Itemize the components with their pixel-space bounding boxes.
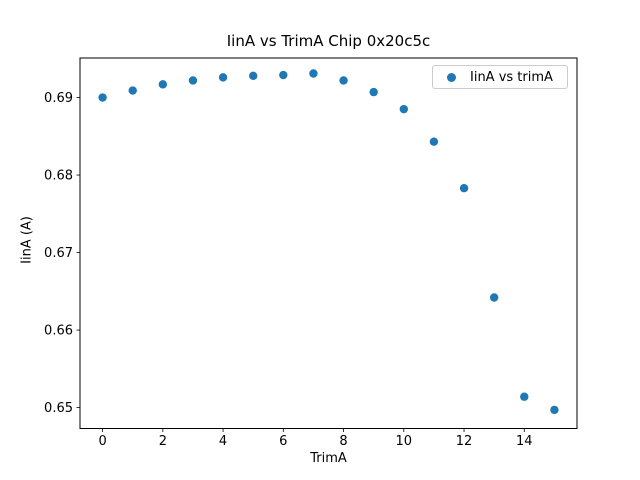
x-tick-label: 4 bbox=[219, 434, 227, 449]
y-axis-label: IinA (A) bbox=[19, 216, 35, 264]
legend-marker-icon bbox=[447, 72, 456, 82]
data-point bbox=[218, 73, 228, 82]
data-point bbox=[429, 137, 439, 146]
data-point bbox=[98, 93, 107, 102]
legend: IinA vs trimA bbox=[432, 65, 568, 89]
data-point bbox=[248, 71, 258, 81]
data-point bbox=[158, 80, 168, 89]
data-point bbox=[188, 76, 198, 85]
data-point bbox=[309, 69, 318, 78]
y-tick-label: 0.65 bbox=[44, 401, 73, 416]
axes-spines bbox=[79, 57, 578, 429]
y-tick-label: 0.66 bbox=[44, 324, 73, 339]
x-tick-label: 14 bbox=[516, 434, 533, 449]
x-tick-label: 12 bbox=[456, 434, 473, 449]
data-point bbox=[550, 405, 559, 415]
data-point bbox=[369, 87, 378, 97]
x-tick-label: 8 bbox=[339, 434, 347, 449]
x-axis-label: TrimA bbox=[310, 451, 347, 466]
data-point bbox=[339, 76, 348, 85]
data-point bbox=[399, 104, 409, 114]
x-tick-label: 10 bbox=[396, 434, 413, 449]
data-point bbox=[279, 70, 288, 80]
y-tick-label: 0.67 bbox=[44, 246, 73, 261]
y-tick-label: 0.68 bbox=[44, 169, 73, 184]
x-tick-label: 0 bbox=[98, 434, 106, 449]
data-point bbox=[489, 293, 499, 302]
data-point bbox=[459, 184, 469, 193]
data-point bbox=[520, 392, 529, 401]
legend-label: IinA vs trimA bbox=[470, 69, 553, 85]
chart-title: IinA vs TrimA Chip 0x20c5c bbox=[226, 32, 431, 50]
data-point bbox=[128, 86, 137, 95]
y-tick-label: 0.69 bbox=[44, 91, 73, 106]
x-tick-label: 6 bbox=[279, 434, 287, 449]
x-tick-label: 2 bbox=[159, 434, 167, 449]
